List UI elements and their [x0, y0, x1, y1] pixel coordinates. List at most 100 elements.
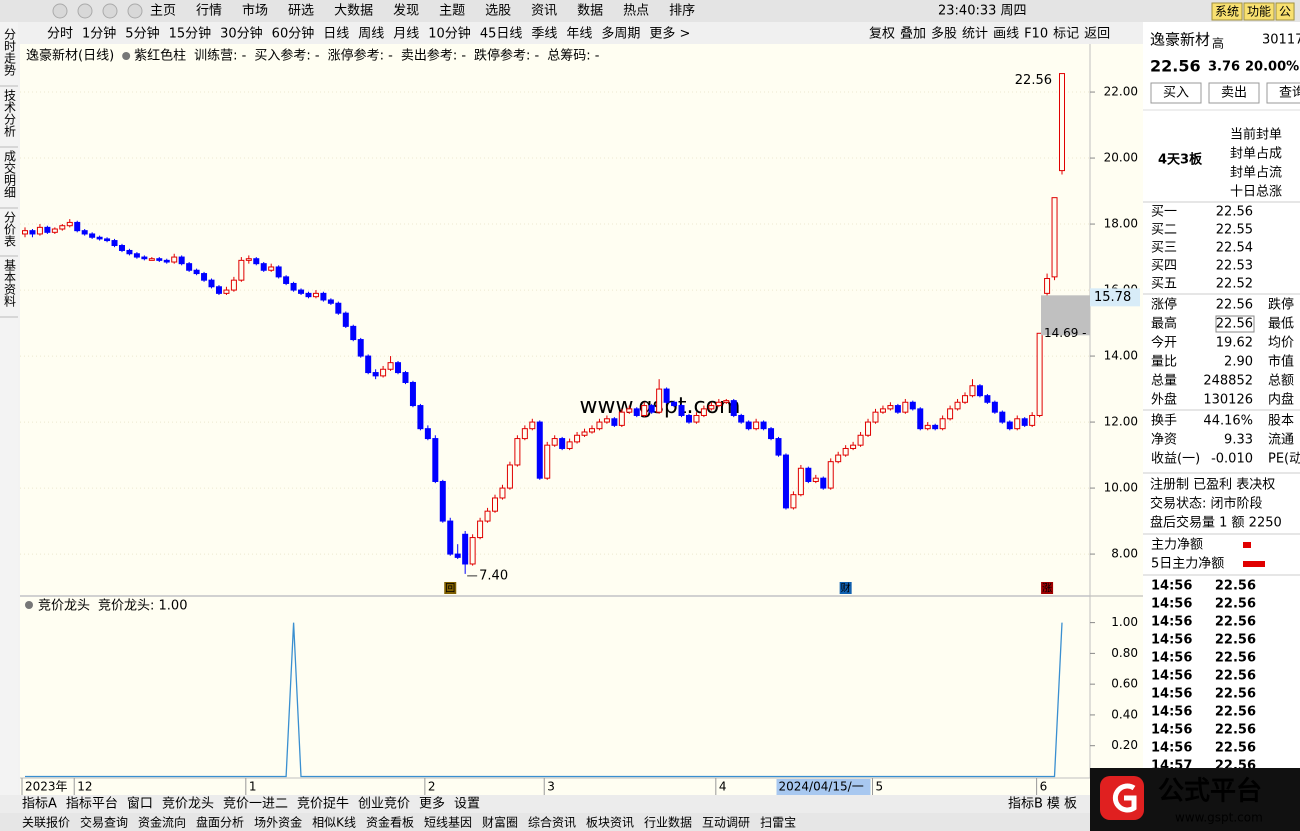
side-tab[interactable]: 成交明细: [3, 150, 17, 198]
period-tab[interactable]: 多周期: [601, 26, 640, 42]
tool-button[interactable]: 复权: [869, 26, 895, 42]
indicator-tab[interactable]: 创业竞价: [358, 796, 410, 812]
period-tab[interactable]: 季线: [531, 27, 557, 42]
period-tab[interactable]: 60分钟: [272, 26, 315, 42]
link-tab[interactable]: 扫雷宝: [760, 816, 796, 830]
side-tab[interactable]: 基本资料: [3, 259, 17, 307]
indicator-tab[interactable]: 指标A: [22, 797, 57, 812]
candle-body: [827, 461, 834, 489]
link-tab[interactable]: 板块资讯: [586, 816, 634, 830]
link-tab[interactable]: 交易查询: [80, 815, 128, 830]
link-tab[interactable]: 相似K线: [312, 816, 356, 830]
indicator-tab[interactable]: 竞价龙头: [162, 796, 214, 812]
info-text: 卖出参考: -: [401, 48, 467, 64]
candle-body: [671, 401, 678, 407]
side-tab[interactable]: 分时走势: [3, 28, 17, 76]
date-axis: [20, 778, 1143, 795]
indicator-tab[interactable]: 指标平台: [66, 797, 118, 812]
indicator-tab[interactable]: 板: [1064, 797, 1077, 812]
tool-button[interactable]: 多股: [931, 26, 957, 42]
menu-item[interactable]: 大数据: [334, 4, 373, 19]
indicator-value: 竞价龙头: 1.00: [98, 598, 187, 614]
indicator-tab[interactable]: 更多: [419, 796, 445, 812]
menu-item[interactable]: 发现: [393, 3, 419, 19]
period-tab[interactable]: 15分钟: [169, 26, 212, 42]
system-button[interactable]: 功能: [1247, 5, 1271, 19]
menu-item[interactable]: 主页: [150, 4, 176, 19]
menu-item[interactable]: 排序: [669, 4, 695, 19]
stat-label: 均价: [1268, 336, 1294, 351]
system-button[interactable]: 系统: [1215, 5, 1239, 19]
system-button[interactable]: 公: [1279, 5, 1291, 19]
icon[interactable]: [102, 3, 118, 19]
candle-body: [327, 299, 334, 304]
menu-item[interactable]: 数据: [577, 4, 603, 19]
link-tab[interactable]: 财富圈: [482, 815, 518, 830]
link-tab[interactable]: 互动调研: [702, 816, 750, 830]
period-tab[interactable]: 45日线: [480, 27, 523, 42]
link-tab[interactable]: 资金流向: [138, 815, 186, 830]
indicator-tab[interactable]: 设置: [454, 797, 480, 812]
indicator-tab[interactable]: 竞价捉牛: [297, 796, 349, 812]
tool-button[interactable]: 统计: [962, 27, 988, 42]
period-tab[interactable]: 1分钟: [82, 26, 116, 42]
menu-item[interactable]: 热点: [623, 4, 649, 19]
bid-label: 买五: [1151, 277, 1177, 292]
icon[interactable]: [77, 3, 93, 19]
trade-time: 14:56: [1151, 705, 1192, 720]
side-tab[interactable]: 技术分析: [3, 89, 17, 138]
trade-button[interactable]: 卖出: [1221, 86, 1247, 101]
period-tab[interactable]: 周线: [358, 27, 384, 42]
link-tab[interactable]: 资金看板: [366, 815, 414, 830]
link-tab[interactable]: 关联报价: [22, 815, 70, 830]
candle-body: [350, 325, 357, 341]
indicator-tab[interactable]: 指标B: [1008, 797, 1043, 812]
menu-item[interactable]: 资讯: [531, 4, 557, 19]
stock-code: 301176: [1262, 33, 1300, 48]
tool-button[interactable]: 标记: [1053, 27, 1079, 42]
icon[interactable]: [52, 3, 68, 19]
indicator-tab[interactable]: 模: [1047, 797, 1060, 812]
period-tab[interactable]: 月线: [393, 27, 419, 42]
indicator-tab[interactable]: 竞价一进二: [223, 796, 288, 812]
link-tab[interactable]: 综合资讯: [528, 815, 576, 830]
link-tab[interactable]: 行业数据: [644, 815, 692, 830]
period-tab[interactable]: 更多 >: [649, 26, 690, 42]
tool-button[interactable]: F10: [1024, 27, 1048, 42]
trade-button[interactable]: 查询: [1279, 86, 1300, 101]
y-tick-label: 0.80: [1111, 646, 1138, 660]
menu-item[interactable]: 市场: [242, 3, 268, 19]
period-tab[interactable]: 年线: [566, 27, 592, 42]
period-tab[interactable]: 30分钟: [220, 26, 263, 42]
candle-body: [976, 385, 983, 397]
indicator-tab[interactable]: 窗口: [127, 796, 153, 812]
tool-button[interactable]: 返回: [1084, 27, 1110, 42]
stat-value: 248852: [1203, 374, 1253, 389]
candle-body: [163, 259, 170, 263]
menu-item[interactable]: 主题: [439, 4, 465, 19]
candle-body: [59, 225, 66, 230]
menu-item[interactable]: 研选: [288, 4, 314, 19]
link-tab[interactable]: 场外资金: [254, 815, 302, 830]
candle-body: [753, 421, 760, 430]
period-tab[interactable]: 日线: [323, 27, 349, 42]
candle-body: [894, 405, 901, 413]
trade-button[interactable]: 买入: [1163, 86, 1189, 101]
link-tab[interactable]: 短线基因: [424, 816, 472, 830]
icon[interactable]: [127, 3, 143, 19]
menu-item[interactable]: 选股: [485, 4, 511, 19]
y-tick-label: 14.00: [1104, 349, 1138, 363]
tool-button[interactable]: 叠加: [900, 27, 926, 42]
period-tab[interactable]: 10分钟: [428, 26, 471, 42]
indicator-line: [25, 622, 1063, 778]
tool-button[interactable]: 画线: [993, 27, 1019, 42]
candle-body: [685, 414, 692, 423]
link-tab[interactable]: 盘面分析: [196, 815, 244, 830]
period-tab[interactable]: 5分钟: [125, 26, 159, 42]
flow-label: 主力净额: [1151, 538, 1203, 553]
menu-item[interactable]: 行情: [196, 4, 222, 19]
side-tab[interactable]: 分价表: [3, 211, 17, 247]
period-tab[interactable]: 分时: [47, 27, 73, 42]
candle-body: [700, 408, 707, 416]
candle-body: [730, 400, 737, 416]
